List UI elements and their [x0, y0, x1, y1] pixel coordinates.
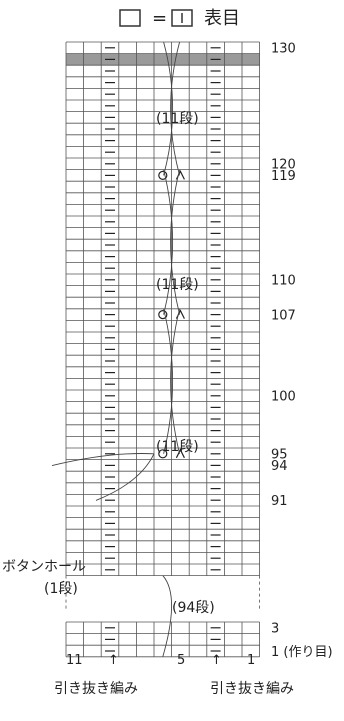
- stitch-number-1: 1: [247, 653, 255, 668]
- legend-equals: =: [152, 8, 167, 29]
- yarn-over-icon: [158, 170, 168, 180]
- row-label-100: 100: [271, 390, 296, 405]
- repeat-note-2: (11段): [156, 277, 199, 293]
- row-label-1: 1 (作り目): [271, 645, 333, 660]
- buttonhole-label: ボタンホール: [2, 559, 86, 575]
- gap-curve: [162, 575, 173, 657]
- legend-blank-cell-icon: [119, 9, 141, 27]
- row-label-107: 107: [271, 308, 296, 323]
- repeat-note-3: (11段): [156, 439, 199, 455]
- repeat-curve: [170, 169, 181, 315]
- bind-off-arrow-left: ↑: [108, 653, 119, 668]
- repeat-note-1: (11段): [156, 111, 199, 127]
- row-label-110: 110: [271, 274, 296, 289]
- row-label-91: 91: [271, 494, 288, 509]
- decrease-icon: [175, 448, 185, 459]
- chart-upper-grid: [65, 41, 261, 610]
- legend: = 表目: [119, 8, 240, 29]
- buttonhole-rows: (1段): [44, 581, 78, 597]
- repeat-brackets: [51, 41, 181, 657]
- gap-note: (94段): [172, 600, 215, 616]
- buttonhole-leader: [51, 453, 155, 467]
- bind-off-arrow-right: ↑: [211, 653, 222, 668]
- buttonhole-leader: [95, 453, 155, 501]
- repeat-curve: [170, 41, 181, 176]
- repeat-curve: [163, 308, 173, 454]
- stitch-number-5: 5: [177, 653, 185, 668]
- bind-off-label-right: 引き抜き編み: [210, 681, 294, 697]
- stitch-number-11: 11: [66, 653, 83, 668]
- legend-meaning: 表目: [204, 8, 240, 29]
- row-label-3: 3: [271, 622, 279, 637]
- repeat-curve: [163, 41, 174, 176]
- bind-off-label-left: 引き抜き編み: [54, 681, 138, 697]
- yarn-over-icon: [158, 449, 168, 459]
- chart-lower-grid: [65, 621, 261, 658]
- row-label-95: 95: [271, 448, 288, 463]
- row-label-119: 119: [271, 169, 296, 184]
- repeat-curve: [170, 308, 181, 454]
- row-label-120: 120: [271, 158, 296, 173]
- row-label-94: 94: [271, 459, 288, 474]
- stitch-symbols: [105, 47, 221, 652]
- repeat-curve: [163, 169, 173, 315]
- row-label-130: 130: [271, 42, 296, 57]
- shaded-row: [66, 53, 260, 66]
- yarn-over-icon: [158, 310, 168, 320]
